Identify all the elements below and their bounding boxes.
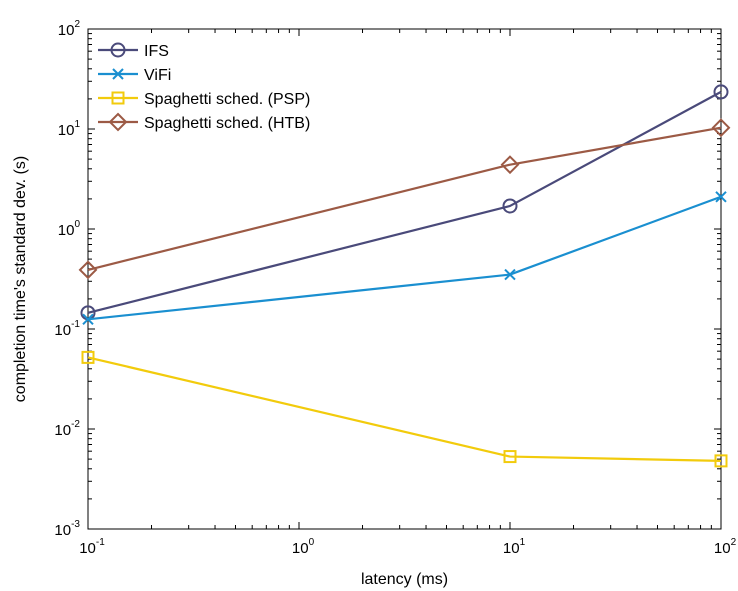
y-tick-label: 10-3	[54, 519, 80, 539]
data-point	[502, 198, 518, 214]
x-tick-label: 10-1	[79, 537, 105, 557]
plot-frame	[87, 28, 722, 530]
series-line	[87, 126, 722, 271]
y-tick-label: 10-1	[54, 319, 80, 339]
y-tick-label: 101	[58, 119, 81, 139]
x-tick-label: 100	[292, 537, 315, 557]
data-point	[82, 313, 94, 326]
tick-labels: 10-1 100 101 102 10-3 10-2 10-1 100 101 102	[54, 19, 736, 557]
plot-area	[87, 28, 722, 530]
x-axis-label: latency (ms)	[361, 571, 448, 588]
series-line	[87, 356, 722, 462]
y-tick-label: 100	[58, 219, 81, 239]
series-line	[87, 90, 722, 314]
legend-item: IFS	[98, 42, 169, 60]
y-tick-label: 10-2	[54, 419, 80, 439]
y-axis-label: completion time's standard dev. (s)	[12, 156, 29, 402]
data-point	[715, 191, 727, 203]
data-point	[713, 84, 729, 100]
legend-marker	[108, 112, 128, 132]
legend-label: Spaghetti sched. (HTB)	[144, 115, 310, 132]
series-4	[78, 118, 731, 280]
x-tick-label: 101	[503, 537, 526, 557]
legend-item: Spaghetti sched. (PSP)	[98, 91, 310, 108]
data-point	[504, 268, 516, 281]
axis-ticks	[87, 28, 722, 530]
legend-item: ViFi	[98, 67, 171, 84]
data-point	[711, 118, 731, 138]
y-tick-label: 102	[58, 19, 81, 39]
series-3	[81, 350, 728, 468]
series-layer	[78, 84, 731, 468]
data-point	[81, 350, 95, 364]
series-2	[82, 191, 727, 326]
legend-marker	[110, 42, 126, 58]
series-1	[80, 84, 729, 321]
legend-label: IFS	[144, 43, 169, 60]
legend-label: ViFi	[144, 67, 171, 84]
legend-item: Spaghetti sched. (HTB)	[98, 112, 310, 132]
x-tick-label: 102	[714, 537, 737, 557]
legend-label: Spaghetti sched. (PSP)	[144, 91, 310, 108]
legend-marker	[112, 68, 124, 80]
legend: IFS ViFi Spaghetti sched. (PSP) Spaghetti s…	[98, 42, 310, 132]
data-point	[714, 454, 728, 468]
data-point	[78, 260, 98, 280]
data-point	[503, 450, 517, 464]
data-point	[500, 155, 520, 175]
legend-marker	[111, 91, 125, 105]
